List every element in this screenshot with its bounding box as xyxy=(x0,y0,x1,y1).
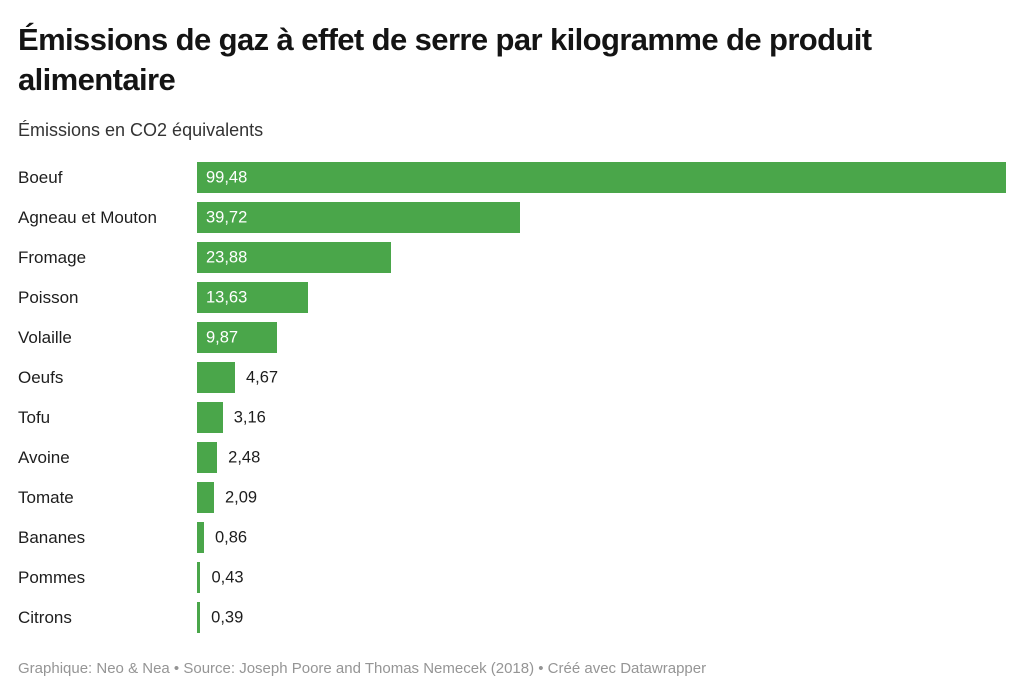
row-label: Agneau et Mouton xyxy=(18,207,157,227)
page-title: Émissions de gaz à effet de serre par ki… xyxy=(18,22,872,97)
row-label: Fromage xyxy=(18,247,87,267)
chart-subtitle: Émissions en CO2 équivalents xyxy=(18,120,264,140)
value-label: 0,86 xyxy=(214,528,248,546)
chart-row: Bananes 0,86 xyxy=(18,522,1006,553)
bar xyxy=(197,562,201,593)
bar-track: 0,43 xyxy=(197,562,1006,593)
value-label: 99,48 xyxy=(206,168,248,186)
bar-track: 23,88 xyxy=(197,242,1006,273)
bar xyxy=(197,442,218,473)
value-label: 39,72 xyxy=(206,208,248,226)
bar xyxy=(197,322,278,353)
value-label: 0,39 xyxy=(211,608,244,626)
value-label: 3,16 xyxy=(233,408,266,426)
chart-row: Tomate 2,09 xyxy=(18,482,1006,513)
chart-row: Volaille 9,87 xyxy=(18,322,1006,353)
row-label: Poisson xyxy=(18,287,79,307)
chart-row: Avoine 2,48 xyxy=(18,442,1006,473)
bar-track: 2,09 xyxy=(197,482,1006,513)
chart-row: Fromage 23,88 xyxy=(18,242,1006,273)
value-label: 2,48 xyxy=(228,448,261,466)
bar-track: 0,86 xyxy=(197,522,1006,553)
chart-row: Oeufs 4,67 xyxy=(18,362,1006,393)
bar xyxy=(197,162,1006,193)
chart-row: Agneau et Mouton 39,72 xyxy=(18,202,1006,233)
row-label: Oeufs xyxy=(18,367,64,387)
bar xyxy=(197,482,214,513)
value-label: 0,43 xyxy=(211,568,244,586)
bar xyxy=(197,242,392,273)
bar-track: 99,48 xyxy=(197,162,1006,193)
bar xyxy=(197,202,520,233)
bar-track: 9,87 xyxy=(197,322,1006,353)
value-label: 2,09 xyxy=(224,488,258,506)
row-label: Bananes xyxy=(18,527,86,547)
value-label: 13,63 xyxy=(206,288,248,306)
row-label: Pommes xyxy=(18,567,86,587)
bar-track: 13,63 xyxy=(197,282,1006,313)
bar xyxy=(197,402,223,433)
bar xyxy=(197,362,235,393)
chart-row: Citrons 0,39 xyxy=(18,602,1006,633)
bar-track: 39,72 xyxy=(197,202,1006,233)
row-label: Avoine xyxy=(18,447,70,467)
bar-track: 4,67 xyxy=(197,362,1006,393)
bar xyxy=(197,522,204,553)
value-label: 23,88 xyxy=(206,248,248,266)
row-label: Tomate xyxy=(18,487,74,507)
row-label: Tofu xyxy=(18,407,51,427)
bar xyxy=(197,602,201,633)
bar-chart: Boeuf 99,48 Agneau et Mouton 39,72 Froma… xyxy=(18,162,1006,633)
bar-track: 3,16 xyxy=(197,402,1006,433)
value-label: 4,67 xyxy=(245,368,279,386)
row-label: Citrons xyxy=(18,607,72,627)
value-label: 9,87 xyxy=(206,328,239,346)
chart-row: Boeuf 99,48 xyxy=(18,162,1006,193)
chart-footer-credit: Graphique: Neo & Nea • Source: Joseph Po… xyxy=(18,660,707,677)
bar xyxy=(197,282,308,313)
row-label: Volaille xyxy=(18,327,72,347)
chart-row: Pommes 0,43 xyxy=(18,562,1006,593)
chart-row: Tofu 3,16 xyxy=(18,402,1006,433)
row-label: Boeuf xyxy=(18,167,63,187)
bar-track: 2,48 xyxy=(197,442,1006,473)
chart-row: Poisson 13,63 xyxy=(18,282,1006,313)
bar-track: 0,39 xyxy=(197,602,1006,633)
